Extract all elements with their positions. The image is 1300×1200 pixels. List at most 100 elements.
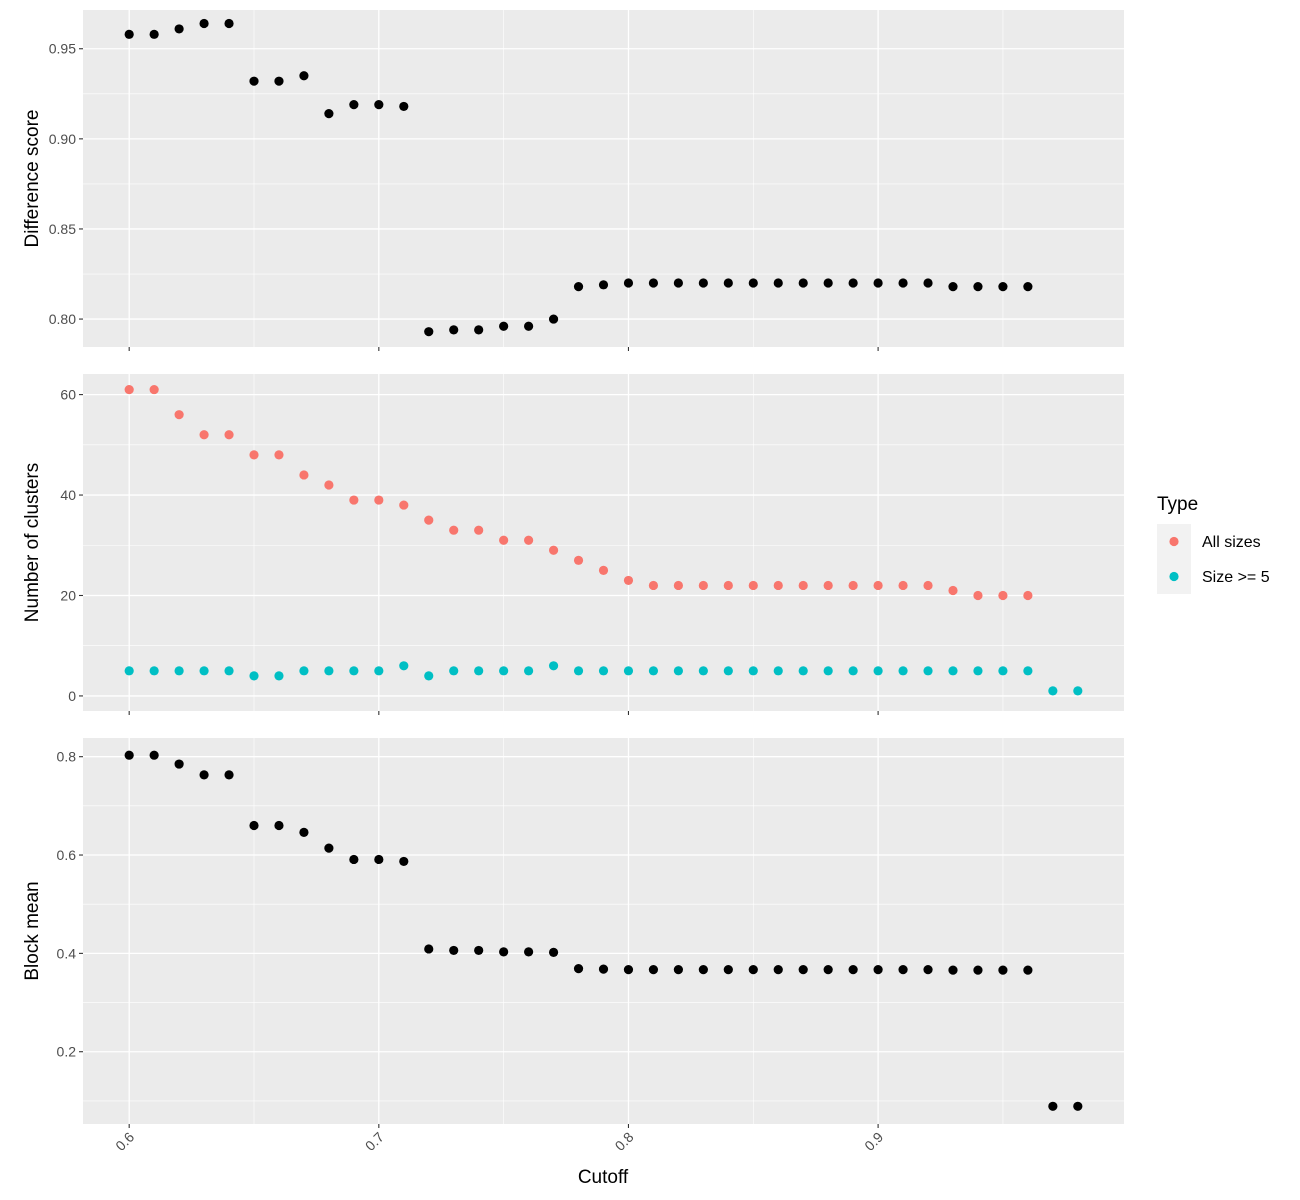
data-point	[224, 770, 234, 780]
data-point	[449, 666, 459, 676]
data-point	[199, 430, 209, 440]
y-axis-title: Block mean	[22, 881, 43, 980]
x-tick-label: 0.9	[861, 1129, 886, 1154]
data-point	[948, 585, 958, 596]
data-point	[374, 854, 384, 865]
data-point	[948, 965, 958, 975]
data-point	[673, 666, 683, 676]
data-point	[698, 580, 708, 591]
y-tick-label: 0.90	[49, 131, 76, 147]
data-point	[124, 384, 134, 395]
data-point	[199, 18, 209, 29]
data-point	[823, 965, 833, 975]
data-point	[124, 666, 134, 676]
data-point	[1023, 282, 1033, 292]
data-point	[848, 278, 858, 288]
data-point	[898, 965, 908, 975]
data-point	[773, 666, 783, 676]
data-point	[1023, 666, 1033, 676]
data-point	[524, 947, 534, 957]
data-point	[873, 580, 883, 591]
data-point	[399, 101, 409, 112]
data-point	[573, 555, 584, 565]
data-point	[673, 278, 683, 288]
data-point	[524, 666, 534, 676]
legend-marker	[1169, 571, 1179, 582]
data-point	[873, 965, 883, 975]
data-point	[249, 671, 259, 681]
data-point	[324, 666, 334, 676]
data-point	[598, 565, 609, 575]
data-point	[174, 410, 184, 420]
data-point	[848, 965, 858, 975]
data-point	[548, 661, 559, 671]
data-point	[748, 666, 758, 676]
data-point	[349, 100, 359, 110]
series-points	[124, 661, 1083, 696]
data-point	[973, 282, 983, 292]
data-point	[848, 580, 858, 591]
legend-label: Size >= 5	[1202, 569, 1270, 586]
data-point	[773, 278, 783, 288]
data-point	[748, 965, 758, 975]
data-point	[998, 666, 1008, 676]
data-point	[623, 666, 634, 676]
data-point	[848, 666, 858, 676]
panel-background	[83, 738, 1124, 1124]
data-point	[698, 965, 708, 975]
data-point	[274, 450, 284, 460]
data-point	[1023, 965, 1033, 975]
data-point	[424, 671, 434, 681]
x-tick-label: 0.7	[362, 1129, 387, 1154]
data-point	[499, 947, 509, 957]
data-point	[474, 525, 484, 535]
data-point	[623, 575, 634, 586]
x-tick-label: 0.6	[112, 1129, 137, 1154]
x-tick-label: 0.8	[612, 1129, 637, 1154]
data-point	[399, 856, 409, 867]
panel-2: 0 20 40 60 Number of clusters	[22, 374, 1124, 715]
data-point	[948, 666, 958, 676]
y-tick-label: 20	[60, 587, 76, 603]
y-tick-label: 0.2	[57, 1044, 77, 1060]
data-point	[798, 965, 808, 975]
data-point	[673, 580, 683, 591]
data-point	[573, 964, 584, 974]
data-point	[149, 666, 159, 676]
data-point	[299, 470, 309, 480]
x-axis-title: Cutoff	[578, 1167, 629, 1188]
data-point	[299, 827, 309, 838]
data-point	[698, 278, 708, 288]
data-point	[149, 750, 159, 760]
data-point	[274, 76, 284, 86]
y-tick-label: 0	[68, 688, 76, 704]
data-point	[773, 965, 783, 975]
data-point	[299, 71, 309, 81]
data-point	[898, 666, 908, 676]
data-point	[598, 280, 609, 290]
y-axis-title: Difference score	[22, 110, 43, 248]
data-point	[174, 24, 184, 34]
data-point	[474, 945, 484, 956]
data-point	[548, 545, 559, 555]
legend-label: All sizes	[1202, 534, 1261, 551]
data-point	[923, 965, 933, 975]
data-point	[923, 580, 933, 591]
y-tick-label: 40	[60, 487, 76, 503]
data-point	[449, 325, 459, 335]
data-point	[798, 666, 808, 676]
y-tick-label: 0.80	[49, 311, 76, 327]
legend: Type All sizes Size >= 5	[1157, 494, 1270, 594]
data-point	[199, 666, 209, 676]
y-tick-label: 0.8	[57, 749, 77, 765]
data-point	[524, 321, 534, 331]
x-axis: 0.6 0.7 0.8 0.9	[112, 1129, 886, 1154]
data-point	[823, 666, 833, 676]
data-point	[249, 450, 259, 460]
legend-marker	[1169, 536, 1179, 547]
data-point	[1048, 686, 1058, 696]
legend-title: Type	[1157, 494, 1198, 515]
data-point	[723, 666, 733, 676]
series-points	[124, 750, 1083, 1111]
data-point	[449, 945, 459, 956]
